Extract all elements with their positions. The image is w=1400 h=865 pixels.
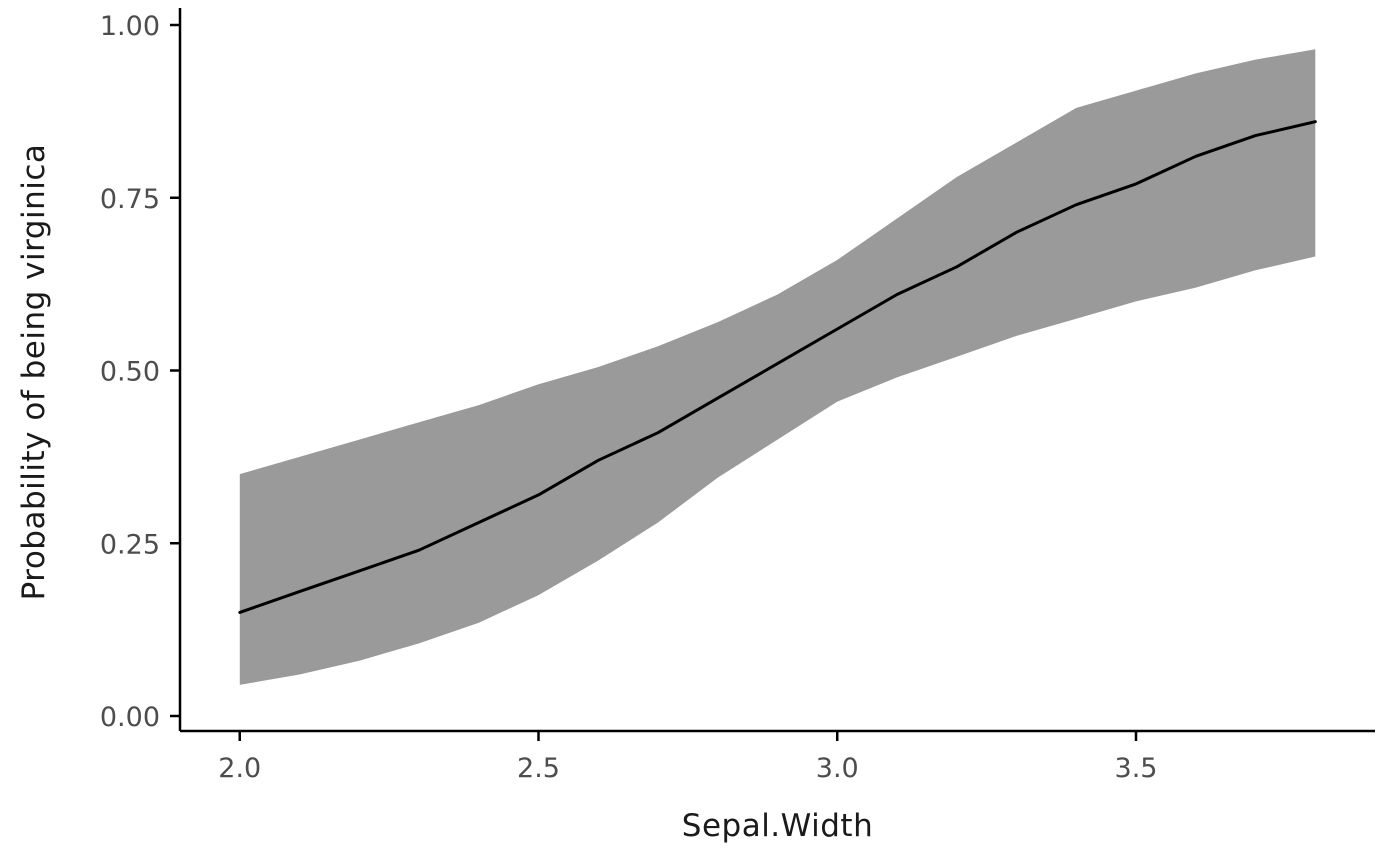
y-tick-label: 0.25 [100, 529, 160, 560]
y-axis-title: Probability of being virginica [16, 143, 52, 601]
fitted-line [238, 120, 1317, 614]
x-tick-label: 3.0 [816, 753, 859, 784]
y-tick-label: 1.00 [100, 11, 160, 42]
y-tick-label: 0.75 [100, 184, 160, 215]
x-axis-title: Sepal.Width [681, 808, 874, 844]
y-tick-label: 0.50 [100, 357, 160, 388]
x-tick-label: 2.5 [517, 753, 560, 784]
y-tick-label: 0.00 [100, 702, 160, 733]
x-tick-label: 2.0 [218, 753, 261, 784]
confidence-ribbon [239, 49, 1316, 685]
x-tick-label: 3.5 [1115, 753, 1158, 784]
